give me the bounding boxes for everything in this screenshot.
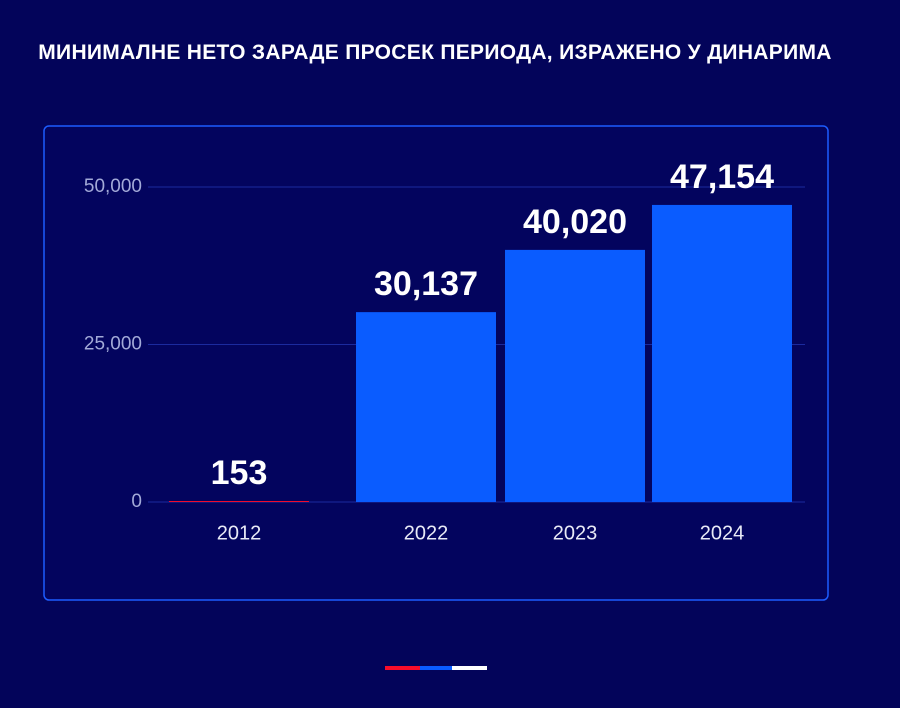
chart-title: МИНИМАЛНЕ НЕТО ЗАРАДЕ ПРОСЕК ПЕРИОДА, ИЗ… — [38, 41, 832, 64]
y-tick-label: 0 — [131, 491, 142, 512]
data-label: 40,020 — [523, 203, 627, 241]
data-label: 153 — [211, 454, 268, 492]
x-tick-label: 2024 — [700, 522, 745, 544]
data-label: 47,154 — [670, 158, 774, 196]
x-tick-label: 2012 — [217, 522, 262, 544]
bar — [169, 501, 309, 502]
x-tick-label: 2023 — [553, 522, 598, 544]
bar — [356, 312, 496, 502]
bar — [505, 249, 645, 502]
x-tick-label: 2022 — [404, 522, 449, 544]
data-label: 30,137 — [374, 265, 478, 303]
y-tick-label: 50,000 — [84, 176, 142, 197]
bar — [652, 204, 792, 502]
y-tick-label: 25,000 — [84, 334, 142, 355]
